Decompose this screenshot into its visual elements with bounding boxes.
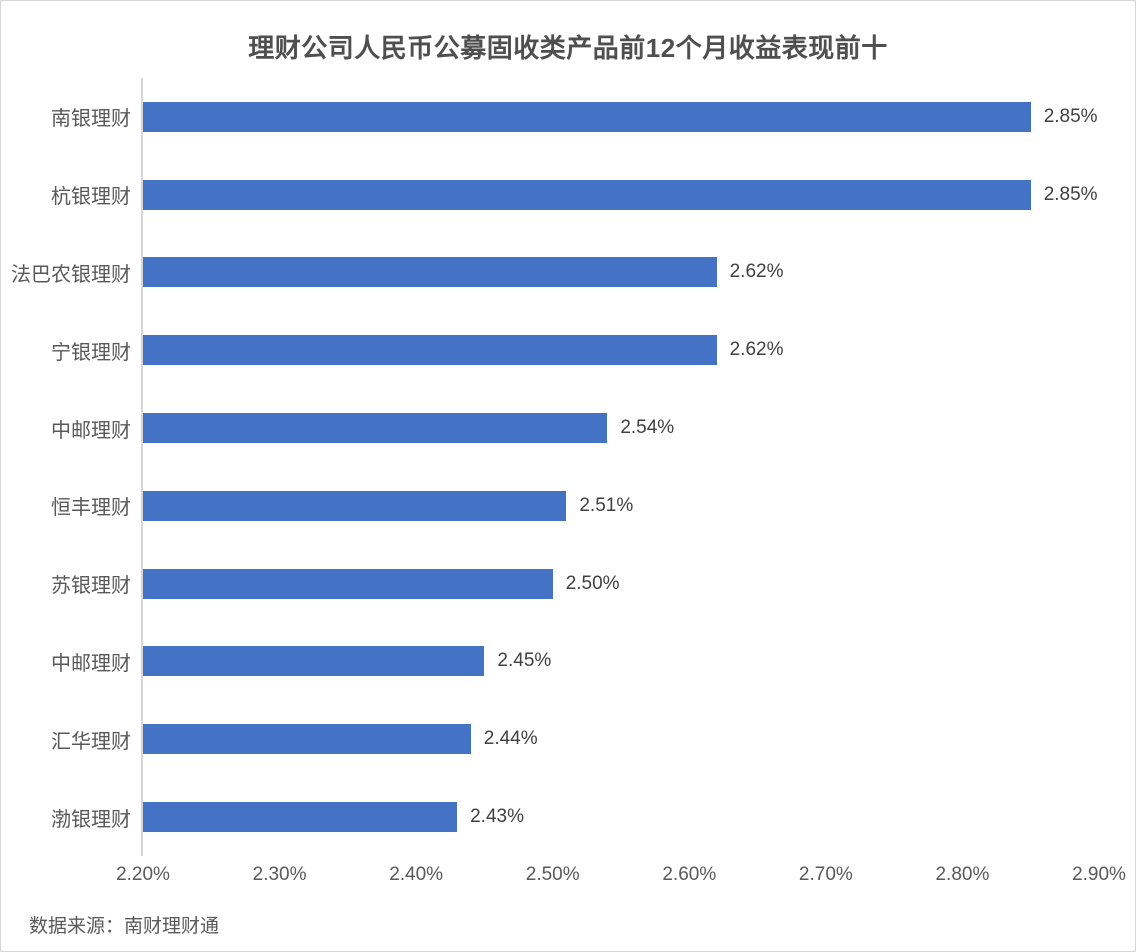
bar-row: 渤银理财 2.43% (1, 778, 1135, 856)
category-label: 汇华理财 (51, 730, 131, 753)
x-axis-tick-label: 2.20% (116, 864, 170, 885)
category-label: 南银理财 (51, 108, 131, 131)
bar-row: 恒丰理财 2.51% (1, 467, 1135, 545)
bar (143, 724, 471, 755)
bar (143, 101, 1031, 132)
chart-title: 理财公司人民币公募固收类产品前12个月收益表现前十 (248, 33, 888, 63)
data-source: 数据来源：南财理财通 (29, 916, 220, 937)
bar-track: 2.45% (143, 646, 1099, 677)
x-axis-tick-label: 2.60% (662, 864, 717, 885)
x-axis-tick-label: 2.50% (525, 864, 580, 885)
category-label: 渤银理财 (51, 808, 131, 831)
x-axis-tick-label: 2.70% (798, 864, 853, 885)
category-label: 中邮理财 (51, 652, 131, 675)
value-label: 2.45% (497, 650, 552, 672)
x-axis-tick-label: 2.40% (389, 864, 444, 885)
bar (143, 568, 553, 599)
bar-row: 汇华理财 2.44% (1, 700, 1135, 778)
bar (143, 490, 567, 521)
category-label: 中邮理财 (51, 419, 131, 442)
bar (143, 802, 458, 833)
x-axis-tick-label: 2.80% (935, 864, 990, 885)
category-label: 苏银理财 (51, 575, 131, 598)
x-axis-tick-label: 2.30% (252, 864, 307, 885)
value-label: 2.43% (470, 806, 524, 828)
bar-row: 宁银理财 2.62% (1, 311, 1135, 389)
value-label: 2.44% (483, 728, 538, 750)
bar-row: 苏银理财 2.50% (1, 545, 1135, 623)
y-axis-line (141, 78, 143, 856)
bar (143, 413, 608, 444)
category-label: 恒丰理财 (51, 497, 131, 520)
bar (143, 646, 485, 677)
bar (143, 257, 717, 288)
bar-row: 南银理财 2.85% (1, 78, 1135, 156)
x-axis-tick-label: 2.90% (1072, 864, 1126, 885)
value-label: 2.54% (620, 417, 675, 439)
category-label: 杭银理财 (51, 186, 131, 209)
bar-track: 2.44% (143, 724, 1099, 755)
value-label: 2.62% (729, 261, 784, 283)
bar-track: 2.43% (143, 802, 1099, 833)
bar-row: 中邮理财 2.54% (1, 389, 1135, 467)
bar-row: 中邮理财 2.45% (1, 623, 1135, 701)
bar-track: 2.85% (143, 179, 1099, 210)
bar (143, 335, 717, 366)
value-label: 2.62% (729, 339, 784, 361)
category-label: 法巴农银理财 (11, 263, 131, 286)
plot-area: 南银理财 2.85% 杭银理财 2.85% 法巴农银理财 2.62% 宁银理财 2.62% 中邮… (1, 78, 1135, 856)
bar-track: 2.85% (143, 101, 1099, 132)
bar-row: 法巴农银理财 2.62% (1, 234, 1135, 312)
bar-track: 2.62% (143, 335, 1099, 366)
bar-track: 2.51% (143, 490, 1099, 521)
value-label: 2.85% (1043, 105, 1098, 127)
bar-rows: 南银理财 2.85% 杭银理财 2.85% 法巴农银理财 2.62% 宁银理财 2.62% 中邮… (1, 78, 1135, 856)
x-axis: 2.20% 2.30% 2.40% 2.50% 2.60% 2.70% 2.80% 2.90% (116, 864, 1126, 890)
bar-track: 2.50% (143, 568, 1099, 599)
value-label: 2.51% (579, 494, 634, 516)
bar-track: 2.54% (143, 413, 1099, 444)
value-label: 2.50% (565, 572, 620, 594)
bar-track: 2.62% (143, 257, 1099, 288)
category-label: 宁银理财 (51, 341, 131, 364)
value-label: 2.85% (1043, 183, 1098, 205)
bar (143, 179, 1031, 210)
bar-row: 杭银理财 2.85% (1, 156, 1135, 234)
